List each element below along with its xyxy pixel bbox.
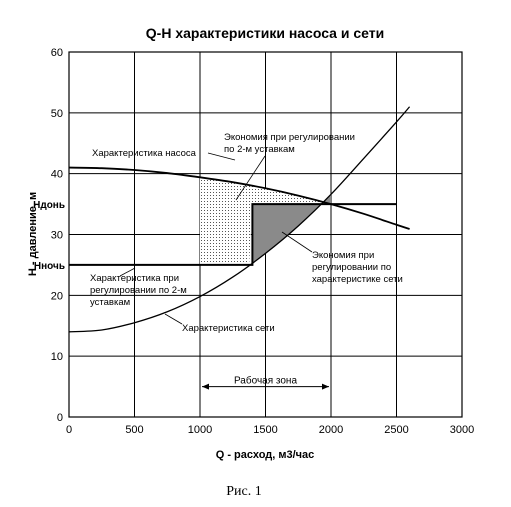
annotation-savings-two-setpoints: по 2-м уставкам [224,144,295,155]
annotations: Характеристика насоса Экономия при регули… [90,132,403,334]
annotation-savings-network: Экономия при [312,250,374,261]
annotation-control: Характеристика при [90,273,179,284]
annotation-savings-two-setpoints-leader [235,155,266,201]
annotation-control: регулировании по 2-м [90,285,187,296]
series-lines [68,106,411,333]
y-tick-label: 20 [51,290,63,302]
x-tick-label: 3000 [450,424,474,436]
x-tick-label: 1000 [188,424,212,436]
y-tick-label: 10 [51,351,63,363]
chart-title: Q-H характеристики насоса и сети [146,25,384,41]
x-axis-label: Q - расход, м3/час [216,449,315,461]
annotation-control-leader [119,267,136,277]
y-tick-label: 0 [57,412,63,424]
savings-areas [200,177,331,265]
annotation-network: Характеристика сети [182,323,275,334]
annotation-savings-network: характеристике сети [312,274,403,285]
working-zone: Рабочая зона [202,375,329,390]
x-tick-label: 2500 [384,424,408,436]
savings-area-network-control [252,194,331,263]
y-tick-label: 60 [51,47,63,59]
annotation-pump-leader [207,152,236,161]
level-label-day: Hдонь [33,200,65,211]
plot-frame [68,51,463,418]
tick-labels: 0 500 1000 1500 2000 2500 3000 0 10 20 30 40 50 60 Hдо… [33,47,474,436]
figure-caption: Рис. 1 [226,484,262,499]
grid [68,51,463,418]
annotation-pump: Характеристика насоса [92,148,197,159]
y-tick-label: 30 [51,230,63,242]
y-axis-label: H - давление, м [27,192,39,276]
annotation-savings-network: регулировании по [312,262,391,273]
pump-curve [68,166,410,230]
annotation-network-leader [164,313,183,325]
annotation-control: уставкам [90,297,130,308]
annotation-savings-two-setpoints: Экономия при регулировании [224,132,355,143]
x-tick-label: 2000 [319,424,343,436]
x-tick-label: 500 [125,424,143,436]
savings-area-two-setpoints [200,177,331,265]
level-label-night: Hночь [34,261,65,272]
y-tick-label: 50 [51,108,63,120]
annotation-savings-network-leader [281,231,313,253]
working-zone-label: Рабочая зона [234,375,297,387]
y-tick-label: 40 [51,169,63,181]
x-tick-label: 1500 [253,424,277,436]
two-setpoint-control-line [69,203,397,266]
x-tick-label: 0 [66,424,72,436]
